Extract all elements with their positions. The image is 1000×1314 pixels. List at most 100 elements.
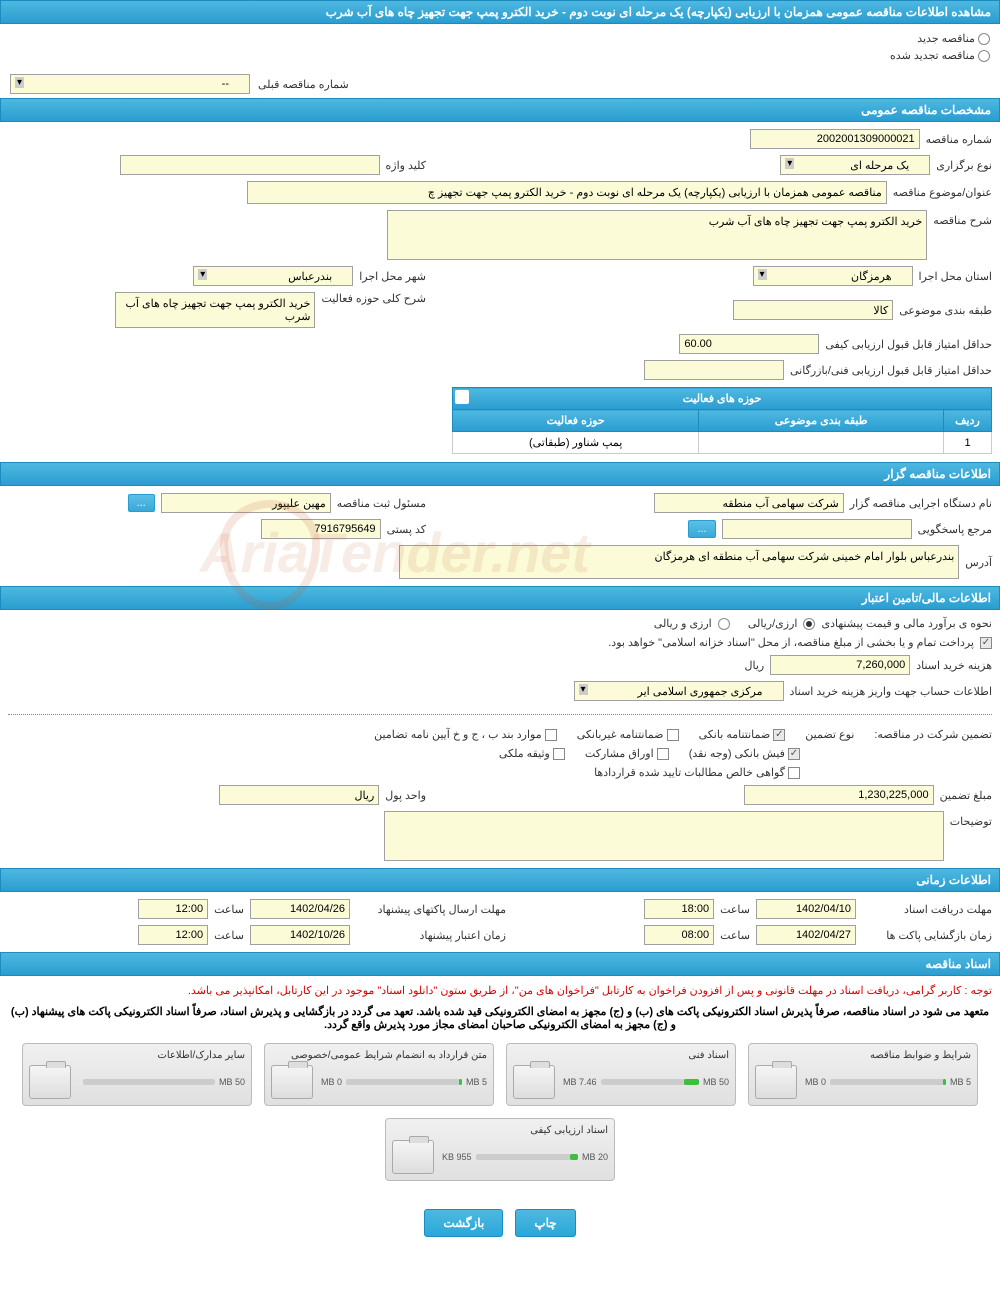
holding-type-select[interactable]: یک مرحله ای [780,155,930,175]
province-label: استان محل اجرا [919,270,992,283]
address-label: آدرس [965,556,992,569]
submit-deadline-date[interactable]: 1402/04/26 [250,899,350,919]
currency-label: واحد پول [385,789,426,802]
validity-label: زمان اعتبار پیشنهاد [356,929,506,942]
collapse-icon[interactable] [455,390,469,404]
folder-icon [29,1065,71,1099]
registrar-more-button[interactable]: ... [128,494,155,512]
doc-deadline-date[interactable]: 1402/04/10 [756,899,856,919]
explanation-label: توضیحات [950,811,992,828]
section-organizer-header: اطلاعات مناقصه گزار [0,462,1000,486]
activity-table: حوزه های فعالیت ردیف طبقه بندی موضوعی حو… [452,387,992,454]
section-financial: نحوه ی برآورد مالی و قیمت پیشنهادی ارزی/… [0,610,1000,868]
validity-date[interactable]: 1402/10/26 [250,925,350,945]
contact-label: مرجع پاسخگویی [918,523,992,536]
chk-items[interactable] [545,729,557,741]
time-label-2: ساعت [214,903,244,916]
time-label-3: ساعت [720,929,750,942]
explanation-field[interactable] [384,811,944,861]
warning-1: توجه : کاربر گرامی، دریافت اسناد در مهلت… [0,980,1000,1001]
back-button[interactable]: بازگشت [424,1209,503,1237]
tender-no-label: شماره مناقصه [926,133,992,146]
prev-tender-select[interactable]: -- [10,74,250,94]
separator [8,714,992,715]
page-title: مشاهده اطلاعات مناقصه عمومی همزمان با ار… [326,5,991,19]
min-quality-field[interactable]: 60.00 [679,334,819,354]
section-documents: توجه : کاربر گرامی، دریافت اسناد در مهلت… [0,976,1000,1193]
file-box[interactable]: شرایط و ضوابط مناقصه 5 MB0 MB [748,1043,978,1106]
guarantee-amount-label: مبلغ تضمین [940,789,992,802]
province-select[interactable]: هرمزگان [753,266,913,286]
registrar-field: مهین علیپور [161,493,331,513]
folder-icon [513,1065,555,1099]
subject-field[interactable]: مناقصه عمومی همزمان با ارزیابی (یکپارچه)… [247,181,887,204]
city-select[interactable]: بندرعباس [193,266,353,286]
opening-label: زمان بازگشایی پاکت ها [862,929,992,942]
min-tech-field[interactable] [644,360,784,380]
opening-date[interactable]: 1402/04/27 [756,925,856,945]
radio-renewed-tender[interactable] [978,50,990,62]
chk-cash [788,748,800,760]
col-row: ردیف [944,410,992,432]
print-button[interactable]: چاپ [515,1209,575,1237]
account-select[interactable]: مرکزی جمهوری اسلامی ایر [574,681,784,701]
category-field: کالا [733,300,893,320]
col-category: طبقه بندی موضوعی [699,410,944,432]
guarantee-label: تضمین شرکت در مناقصه: [874,728,992,741]
tender-no-field: 2002001309000021 [750,129,920,149]
radio-both[interactable] [718,618,730,630]
section-financial-header: اطلاعات مالی/تامین اعتبار [0,586,1000,610]
unit-rial-1: ریال [744,659,764,672]
activity-desc-label: شرح کلی حوزه فعالیت [321,292,426,305]
doc-cost-label: هزینه خرید اسناد [916,659,992,672]
label-renewed-tender: مناقصه تجدید شده [890,50,975,62]
submit-deadline-time[interactable]: 12:00 [138,899,208,919]
opening-time[interactable]: 08:00 [644,925,714,945]
chk-payment [980,637,992,649]
chk-receivables[interactable] [788,767,800,779]
file-area: شرایط و ضوابط مناقصه 5 MB0 MB اسناد فنی … [0,1035,1000,1189]
keyword-field[interactable] [120,155,380,175]
file-box[interactable]: سایر مدارک/اطلاعات 50 MB [22,1043,252,1106]
radio-currency-rial[interactable] [803,618,815,630]
opt-both: ارزی و ریالی [654,617,712,630]
section-organizer: نام دستگاه اجرایی مناقصه گزار شرکت سهامی… [0,486,1000,586]
org-name-field: شرکت سهامی آب منطقه [654,493,844,513]
guarantee-type-label: نوع تضمین [805,728,854,741]
contact-field[interactable] [722,519,912,539]
opt-currency-rial: ارزی/ریالی [748,617,798,630]
time-label-4: ساعت [214,929,244,942]
page-title-bar: مشاهده اطلاعات مناقصه عمومی همزمان با ار… [0,0,1000,24]
file-box[interactable]: متن قرارداد به انضمام شرایط عمومی/خصوصی … [264,1043,494,1106]
activity-desc-field[interactable]: خرید الکترو پمپ جهت تجهیز چاه های آب شرب [115,292,315,328]
tender-type-radios: مناقصه جدید مناقصه تجدید شده [0,24,1000,70]
validity-time[interactable]: 12:00 [138,925,208,945]
guarantee-amount-field[interactable]: 1,230,225,000 [744,785,934,805]
chk-bonds[interactable] [657,748,669,760]
chk-property[interactable] [553,748,565,760]
file-box[interactable]: اسناد فنی 50 MB7.46 MB [506,1043,736,1106]
submit-deadline-label: مهلت ارسال پاکتهای پیشنهاد [356,903,506,916]
contact-more-button[interactable]: ... [688,520,715,538]
radio-new-tender[interactable] [978,33,990,45]
prev-tender-label: شماره مناقصه قبلی [258,78,349,91]
doc-deadline-time[interactable]: 18:00 [644,899,714,919]
account-label: اطلاعات حساب جهت واریز هزینه خرید اسناد [790,685,992,698]
estimation-label: نحوه ی برآورد مالی و قیمت پیشنهادی [821,617,992,630]
section-documents-header: اسناد مناقصه [0,952,1000,976]
chk-bank-guarantee [773,729,785,741]
doc-cost-field[interactable]: 7,260,000 [770,655,910,675]
section-timing-header: اطلاعات زمانی [0,868,1000,892]
registrar-label: مسئول ثبت مناقصه [337,497,426,510]
section-timing: مهلت دریافت اسناد 1402/04/10 ساعت 18:00 … [0,892,1000,952]
postal-field[interactable]: 7916795649 [261,519,381,539]
file-box[interactable]: اسناد ارزیابی کیفی 20 MB955 KB [385,1118,615,1181]
desc-label: شرح مناقصه [933,210,992,227]
holding-type-label: نوع برگزاری [936,159,992,172]
table-row: 1 پمپ شناور (طبقاتی) [453,432,992,454]
keyword-label: کلید واژه [386,159,426,172]
address-field[interactable]: بندرعباس بلوار امام خمینی شرکت سهامی آب … [399,545,959,579]
desc-field[interactable]: خرید الکترو پمپ جهت تجهیز چاه های آب شرب [387,210,927,260]
chk-nonbank[interactable] [667,729,679,741]
min-quality-label: حداقل امتیاز قابل قبول ارزیابی کیفی [825,338,992,351]
